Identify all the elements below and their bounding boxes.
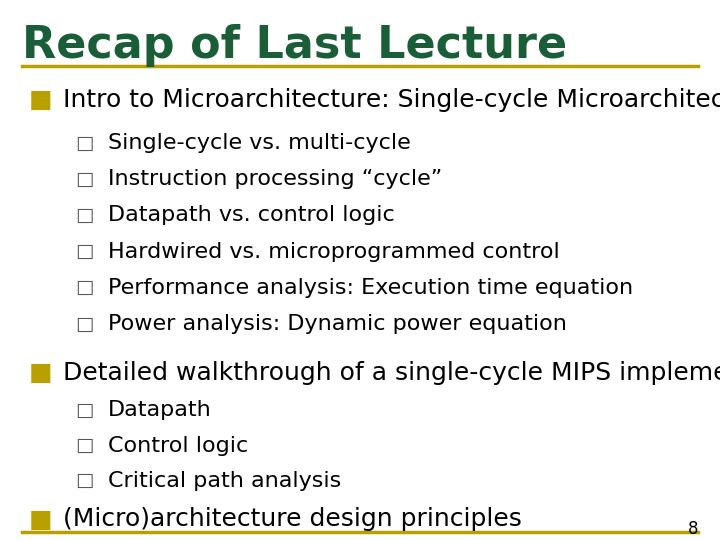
Text: □: □ — [76, 133, 94, 153]
Text: □: □ — [76, 401, 94, 420]
Text: Control logic: Control logic — [108, 435, 248, 456]
Text: Recap of Last Lecture: Recap of Last Lecture — [22, 24, 567, 68]
Text: □: □ — [76, 471, 94, 490]
Text: Datapath: Datapath — [108, 400, 212, 421]
Text: □: □ — [76, 436, 94, 455]
Text: ■: ■ — [29, 88, 53, 112]
Text: Datapath vs. control logic: Datapath vs. control logic — [108, 205, 395, 226]
Text: □: □ — [76, 278, 94, 298]
Text: Detailed walkthrough of a single-cycle MIPS implementation: Detailed walkthrough of a single-cycle M… — [63, 361, 720, 384]
Text: □: □ — [76, 314, 94, 334]
Text: Intro to Microarchitecture: Single-cycle Microarchitectures: Intro to Microarchitecture: Single-cycle… — [63, 88, 720, 112]
Text: ■: ■ — [29, 361, 53, 384]
Text: Power analysis: Dynamic power equation: Power analysis: Dynamic power equation — [108, 314, 567, 334]
Text: ■: ■ — [29, 508, 53, 531]
Text: Hardwired vs. microprogrammed control: Hardwired vs. microprogrammed control — [108, 241, 559, 262]
Text: □: □ — [76, 242, 94, 261]
Text: (Micro)architecture design principles: (Micro)architecture design principles — [63, 508, 522, 531]
Text: □: □ — [76, 206, 94, 225]
Text: Critical path analysis: Critical path analysis — [108, 470, 341, 491]
Text: Instruction processing “cycle”: Instruction processing “cycle” — [108, 169, 442, 190]
Text: Performance analysis: Execution time equation: Performance analysis: Execution time equ… — [108, 278, 633, 298]
Text: 8: 8 — [688, 521, 698, 538]
Text: Single-cycle vs. multi-cycle: Single-cycle vs. multi-cycle — [108, 133, 410, 153]
Text: □: □ — [76, 170, 94, 189]
